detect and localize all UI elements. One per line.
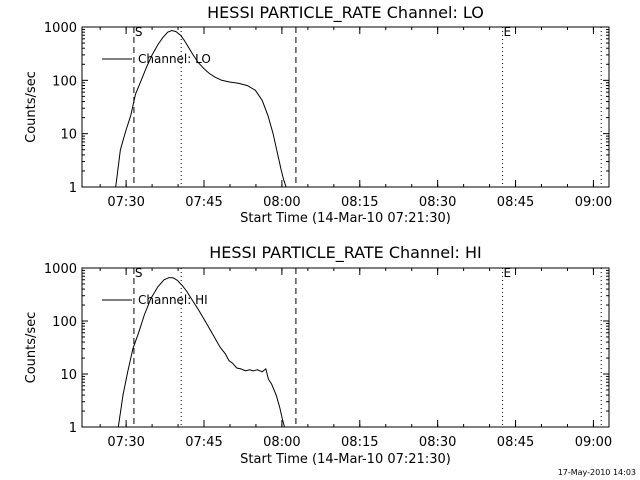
time-marker-label: E [504,266,512,280]
panel-hi-channel: HESSI PARTICLE_RATE Channel: HI 1 10 100 100… [24,243,612,467]
y-tick-label: 100 [52,74,77,89]
panel-lo-channel: HESSI PARTICLE_RATE Channel: LO 1 10 100 100… [24,3,612,226]
y-tick-label: 1000 [44,21,77,36]
x-tick-label: 07:45 [185,195,222,210]
x-tick-label: 08:30 [419,195,456,210]
y-axis-label: Counts/sec [24,71,39,143]
series-line [115,29,287,188]
y-axis-label: Counts/sec [24,312,39,384]
x-axis-label: Start Time (14-Mar-10 07:21:30) [240,211,451,226]
x-tick-label: 08:15 [341,195,378,210]
plot-frame [81,267,610,428]
x-tick-label: 09:00 [575,435,612,450]
y-tick-label: 100 [52,315,77,330]
x-tick-label: 07:30 [107,195,144,210]
y-tick-label: 1 [69,421,77,436]
series-line [117,277,285,428]
x-tick-label: 08:45 [497,435,534,450]
chart-title: HESSI PARTICLE_RATE Channel: LO [207,3,484,23]
x-axis-label: Start Time (14-Mar-10 07:21:30) [240,452,451,467]
time-marker-label: E [504,25,512,39]
legend-label: Channel: LO [138,52,211,66]
time-marker-label: S [135,25,143,39]
y-tick-label: 10 [60,128,77,143]
plot-frame [81,26,610,188]
x-tick-label: 08:30 [419,435,456,450]
y-tick-label: 10 [60,368,77,383]
y-tick-label: 1 [69,181,77,196]
x-tick-label: 09:00 [575,195,612,210]
x-tick-label: 08:00 [263,435,300,450]
y-tick-label: 1000 [44,262,77,277]
x-tick-label: 08:00 [263,195,300,210]
time-marker-label: S [135,266,143,280]
x-tick-label: 07:45 [185,435,222,450]
generation-timestamp: 17-May-2010 14:03 [558,468,636,477]
x-tick-label: 08:15 [341,435,378,450]
x-tick-label: 07:30 [107,435,144,450]
chart-title: HESSI PARTICLE_RATE Channel: HI [209,243,482,263]
x-tick-label: 08:45 [497,195,534,210]
